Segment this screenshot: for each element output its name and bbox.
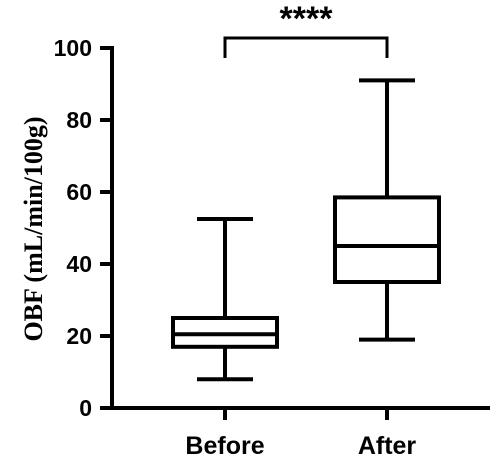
x-axis-ticks: Before After [185, 408, 416, 460]
y-tick-label: 80 [66, 107, 92, 133]
y-axis-ticks: 0 20 40 60 80 100 [54, 35, 112, 421]
y-tick-label: 40 [66, 251, 92, 277]
y-tick-label: 100 [54, 35, 92, 61]
significance-label: **** [280, 0, 334, 38]
box-after [333, 78, 441, 342]
x-tick-label: Before [185, 432, 264, 460]
y-tick-label: 20 [66, 323, 92, 349]
y-tick-label: 0 [79, 395, 92, 421]
y-axis-title: OBF (mL/min/100g) [19, 116, 48, 341]
iqr-box [333, 195, 441, 284]
box-before [171, 217, 279, 382]
significance-annotation: **** [223, 0, 389, 58]
x-tick-label: After [358, 432, 417, 460]
axes [110, 46, 490, 410]
y-tick-label: 60 [66, 179, 92, 205]
significance-bracket [223, 36, 389, 58]
boxes [171, 78, 441, 382]
